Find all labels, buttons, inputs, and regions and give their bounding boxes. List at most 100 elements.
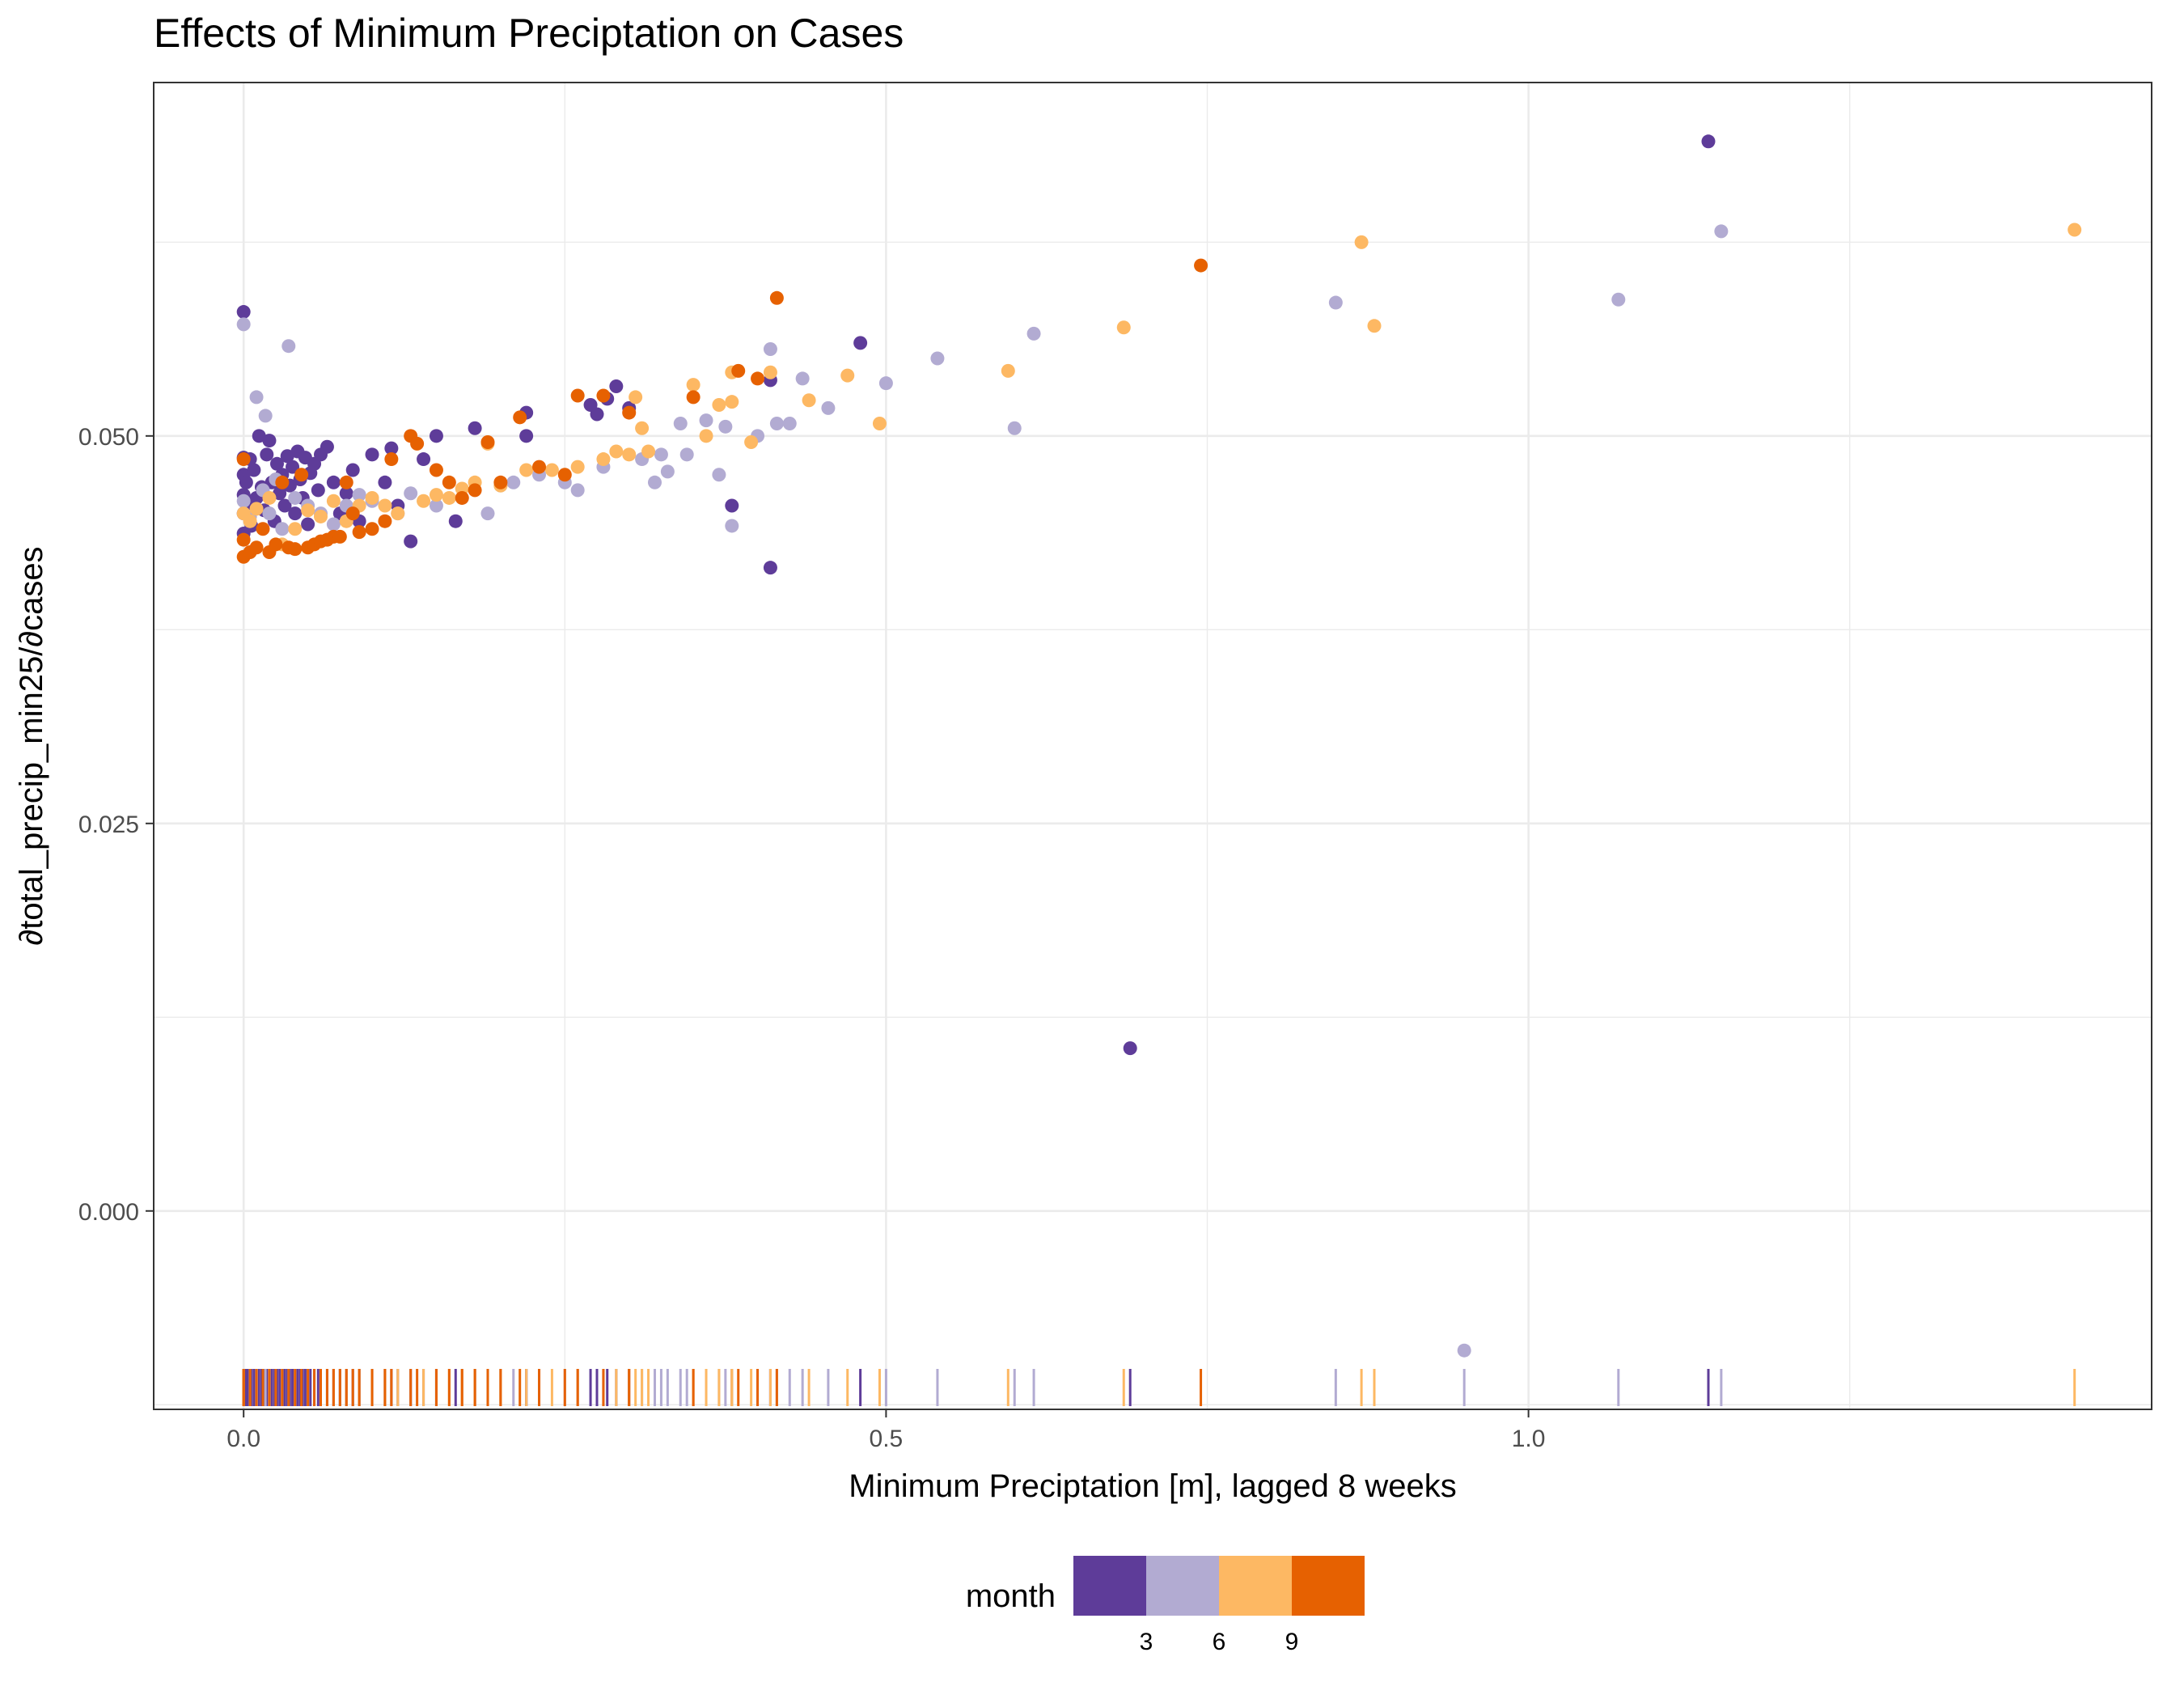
data-point <box>590 407 604 422</box>
data-point <box>262 434 277 448</box>
data-point <box>1701 134 1716 149</box>
y-tick-label: 0.000 <box>78 1199 139 1226</box>
data-point <box>763 365 777 379</box>
data-point <box>1714 224 1729 239</box>
y-tick-label: 0.050 <box>78 424 139 451</box>
data-point <box>725 519 739 533</box>
rug-layer <box>242 1369 2076 1406</box>
data-point <box>718 419 733 434</box>
data-point <box>609 444 624 459</box>
data-point <box>417 452 431 467</box>
data-point <box>1026 326 1041 341</box>
data-point <box>243 514 257 528</box>
data-point <box>313 509 328 523</box>
data-point <box>288 522 303 536</box>
data-point <box>751 371 765 386</box>
data-point <box>468 483 482 498</box>
data-point <box>384 452 399 467</box>
data-point <box>410 436 425 451</box>
data-point <box>570 460 585 474</box>
data-point <box>247 463 261 477</box>
data-point <box>1457 1343 1471 1358</box>
y-axis-title: ∂total_precip_min25/∂cases <box>14 546 49 945</box>
data-point <box>286 460 300 474</box>
data-point <box>275 475 290 489</box>
data-point <box>326 517 341 532</box>
data-point <box>378 475 392 489</box>
legend-color-bin <box>1292 1556 1365 1616</box>
data-point <box>429 488 443 502</box>
data-point <box>236 494 251 508</box>
data-point <box>853 336 868 350</box>
x-axis-title: Minimum Preciptation [m], lagged 8 weeks <box>849 1468 1456 1504</box>
data-point <box>480 434 495 449</box>
data-point <box>239 475 253 489</box>
data-point <box>686 390 700 405</box>
data-point <box>1007 421 1022 435</box>
data-point <box>384 441 399 455</box>
data-point <box>872 416 887 430</box>
data-point <box>821 400 836 415</box>
data-point <box>404 486 418 501</box>
data-point <box>596 452 611 467</box>
data-point <box>365 447 379 462</box>
data-point <box>1194 258 1208 273</box>
data-point <box>288 542 303 557</box>
data-point <box>609 379 624 394</box>
data-point <box>493 475 508 489</box>
data-point <box>249 390 264 405</box>
data-point <box>311 483 325 498</box>
data-point <box>275 522 290 536</box>
panel-border <box>153 82 2152 1410</box>
data-point <box>660 464 675 479</box>
data-point <box>288 490 303 505</box>
grid-layer <box>154 83 2152 1409</box>
data-point <box>782 416 797 430</box>
data-point <box>236 305 251 320</box>
data-point <box>802 393 816 408</box>
data-point <box>249 502 264 516</box>
data-point <box>769 416 784 430</box>
data-point <box>557 468 572 482</box>
data-point <box>429 463 443 477</box>
data-point <box>622 405 637 420</box>
data-point <box>236 452 251 467</box>
data-point <box>442 490 456 505</box>
data-point <box>519 429 534 443</box>
data-point <box>629 390 643 405</box>
data-point <box>404 534 418 549</box>
data-point <box>301 517 315 532</box>
data-point <box>332 529 347 544</box>
legend-break-label: 9 <box>1285 1629 1299 1655</box>
data-point <box>544 463 559 477</box>
legend-color-bin <box>1146 1556 1219 1616</box>
legend: month 3 6 9 <box>966 1556 1365 1655</box>
data-point <box>570 483 585 498</box>
data-point <box>391 506 405 521</box>
data-point <box>345 463 360 477</box>
data-point <box>448 514 463 528</box>
data-point <box>725 498 739 513</box>
chart-title: Effects of Minimum Preciptation on Cases <box>154 11 904 56</box>
data-point <box>320 439 334 454</box>
data-point <box>596 388 611 403</box>
data-point <box>468 421 482 435</box>
data-point <box>252 429 266 443</box>
point-layer <box>236 134 2082 1358</box>
legend-title: month <box>966 1578 1056 1614</box>
data-point <box>1367 319 1382 333</box>
data-point <box>273 486 287 501</box>
data-point <box>417 494 431 508</box>
data-point <box>339 486 353 501</box>
data-point <box>1354 235 1369 249</box>
data-point <box>262 490 277 505</box>
data-point <box>513 410 527 425</box>
x-tick-label: 0.5 <box>870 1426 904 1452</box>
data-point <box>1611 292 1626 307</box>
data-point <box>1123 1041 1137 1056</box>
legend-break-label: 6 <box>1213 1629 1226 1655</box>
data-point <box>442 475 456 489</box>
data-point <box>269 537 283 552</box>
